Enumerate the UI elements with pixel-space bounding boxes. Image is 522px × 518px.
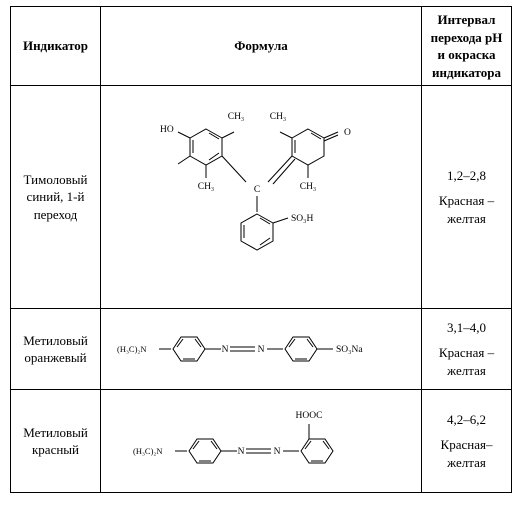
label-SO3H: SO₃H [291,214,313,224]
table-row: Метиловый оранжевый (H₃C)₂N N N [11,309,512,390]
label-SO3Na: SO₃Na [336,345,363,355]
indicator-name: Тимоловый синий, 1-й переход [11,86,101,309]
label-CH3-br: CH₃ [300,182,317,192]
label-N2: N [274,447,281,457]
label-CH3-tr: CH₃ [270,112,287,122]
thymol-blue-structure: HO CH₃ CH₃ O [116,92,406,302]
color-change: Красная – желтая [426,192,507,227]
color-change: Красная – желтая [426,344,507,379]
range-cell: 4,2–6,2 Красная– желтая [422,390,512,493]
color-change: Красная– желтая [426,436,507,471]
label-N1: N [238,447,245,457]
label-N1: N [222,345,229,355]
indicator-name: Метиловый красный [11,390,101,493]
formula-cell: HO CH₃ CH₃ O [101,86,422,309]
ph-range: 1,2–2,8 [426,167,507,185]
methyl-orange-structure: (H₃C)₂N N N [111,315,411,383]
label-N2: N [258,345,265,355]
range-cell: 1,2–2,8 Красная – желтая [422,86,512,309]
label-CH3-tl: CH₃ [228,112,245,122]
table-row: Тимоловый синий, 1-й переход HO CH₃ [11,86,512,309]
col-header-indicator: Индикатор [11,7,101,86]
ph-range: 3,1–4,0 [426,319,507,337]
formula-cell: (H₃C)₂N N N [101,390,422,493]
ph-range: 4,2–6,2 [426,411,507,429]
col-header-formula: Формула [101,7,422,86]
formula-cell: (H₃C)₂N N N [101,309,422,390]
label-NMe2: (H₃C)₂N [133,446,163,456]
label-C: C [254,185,260,195]
methyl-red-structure: (H₃C)₂N N N [111,396,411,486]
label-CH3-bl: CH₃ [198,182,215,192]
label-HOOC: HOOC [296,411,323,421]
table-row: Метиловый красный (H₃C)₂N N N [11,390,512,493]
label-NMe2: (H₃C)₂N [117,344,147,354]
range-cell: 3,1–4,0 Красная – желтая [422,309,512,390]
label-HO: HO [160,125,174,135]
label-O: O [344,128,351,138]
col-header-range: Интервал перехода pH и окраска индикатор… [422,7,512,86]
indicator-name: Метиловый оранжевый [11,309,101,390]
indicator-table: Индикатор Формула Интервал перехода pH и… [10,6,512,493]
indicator-table-wrapper: Индикатор Формула Интервал перехода pH и… [0,0,522,499]
header-row: Индикатор Формула Интервал перехода pH и… [11,7,512,86]
